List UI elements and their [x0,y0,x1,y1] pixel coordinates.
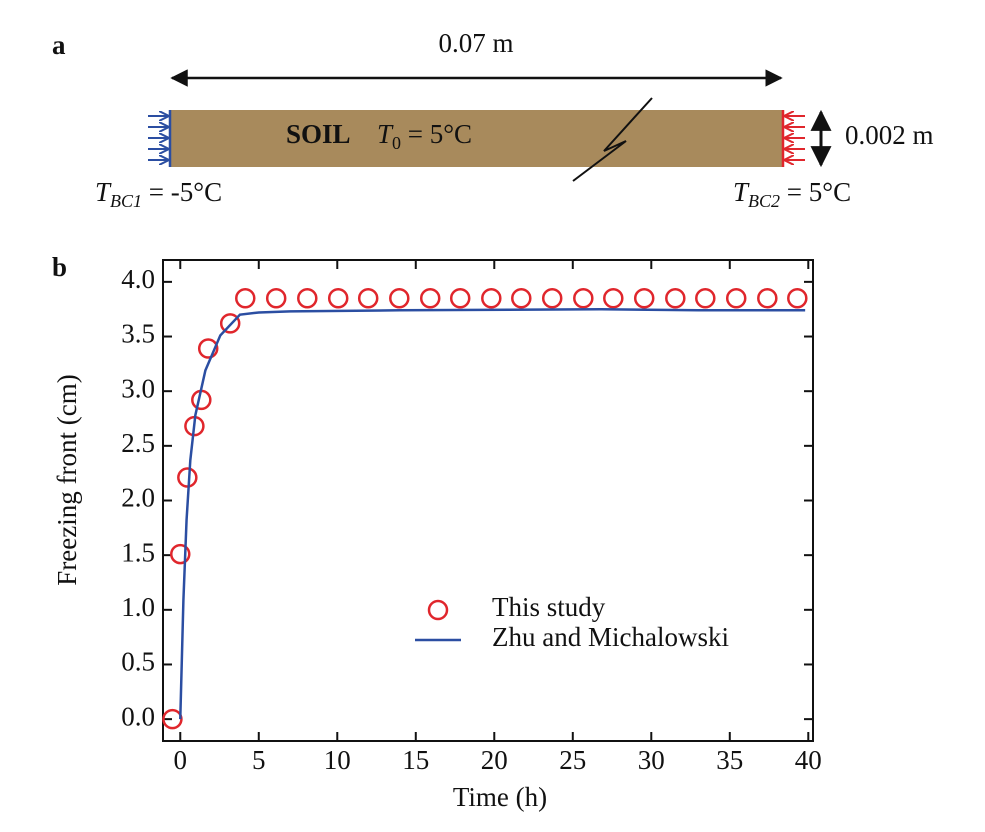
symbol: T [733,177,750,207]
data-point [389,288,410,309]
x-tick-label: 30 [638,745,665,775]
y-tick-label: 3.0 [121,373,155,403]
x-tick-label: 0 [174,745,188,775]
data-point [419,288,441,309]
panel-label: b [52,252,67,282]
value: = 5°C [401,119,472,149]
data-point [725,288,747,309]
data-point [511,288,532,309]
y-axis-label: Freezing front (cm) [52,374,82,585]
data-point [603,288,624,309]
x-tick-label: 10 [324,745,351,775]
data-point [327,288,349,309]
right-bc-label: TBC2 = 5°C [733,177,851,211]
y-tick-label: 4.0 [121,264,155,294]
soil-column [170,110,783,167]
data-point [170,543,191,565]
subscript: 0 [392,133,401,153]
x-tick-label: 35 [716,745,743,775]
x-tick-label: 20 [481,745,508,775]
data-point [573,288,594,309]
plot-frame [162,259,814,742]
data-point [541,288,563,309]
data-point [297,288,318,309]
data-point [177,467,198,488]
initial-temperature: T0 = 5°C [377,119,472,153]
x-tick-label: 5 [252,745,266,775]
material-label: SOIL [286,119,351,149]
data-point [357,288,379,309]
y-tick-label: 2.5 [121,428,155,458]
y-tick-label: 0.5 [121,647,155,677]
x-axis-label: Time (h) [453,782,547,812]
panel-label: a [52,30,66,60]
data-point [695,288,716,309]
value: = -5°C [142,177,222,207]
x-tick-label: 15 [402,745,429,775]
left-flux-arrows [148,116,168,160]
value: = 5°C [780,177,851,207]
legend-label: Zhu and Michalowski [492,622,729,652]
left-bc-label: TBC1 = -5°C [95,177,222,211]
x-tick-label: 40 [795,745,822,775]
right-flux-arrows [785,116,805,160]
subscript: BC1 [110,191,142,211]
y-tick-label: 3.5 [121,319,155,349]
data-point [757,288,778,309]
y-tick-label: 0.0 [121,701,155,731]
data-point [787,288,808,309]
break-symbol [572,97,653,182]
data-point [235,288,256,309]
thickness-label: 0.002 m [845,120,934,150]
data-point [449,288,471,309]
symbol: T [95,177,112,207]
symbol: T [377,119,394,149]
data-point [633,288,655,309]
legend-marker [427,599,449,621]
data-line [179,307,806,720]
data-point [665,288,686,309]
y-tick-label: 2.0 [121,483,155,513]
subscript: BC2 [748,191,780,211]
length-label: 0.07 m [438,28,513,58]
data-point [481,288,502,309]
data-point [197,338,219,359]
data-point [219,313,241,334]
legend-label: This study [492,592,606,622]
x-tick-label: 25 [559,745,586,775]
y-tick-label: 1.5 [121,537,155,567]
y-tick-label: 1.0 [121,592,155,622]
data-point [265,288,287,309]
